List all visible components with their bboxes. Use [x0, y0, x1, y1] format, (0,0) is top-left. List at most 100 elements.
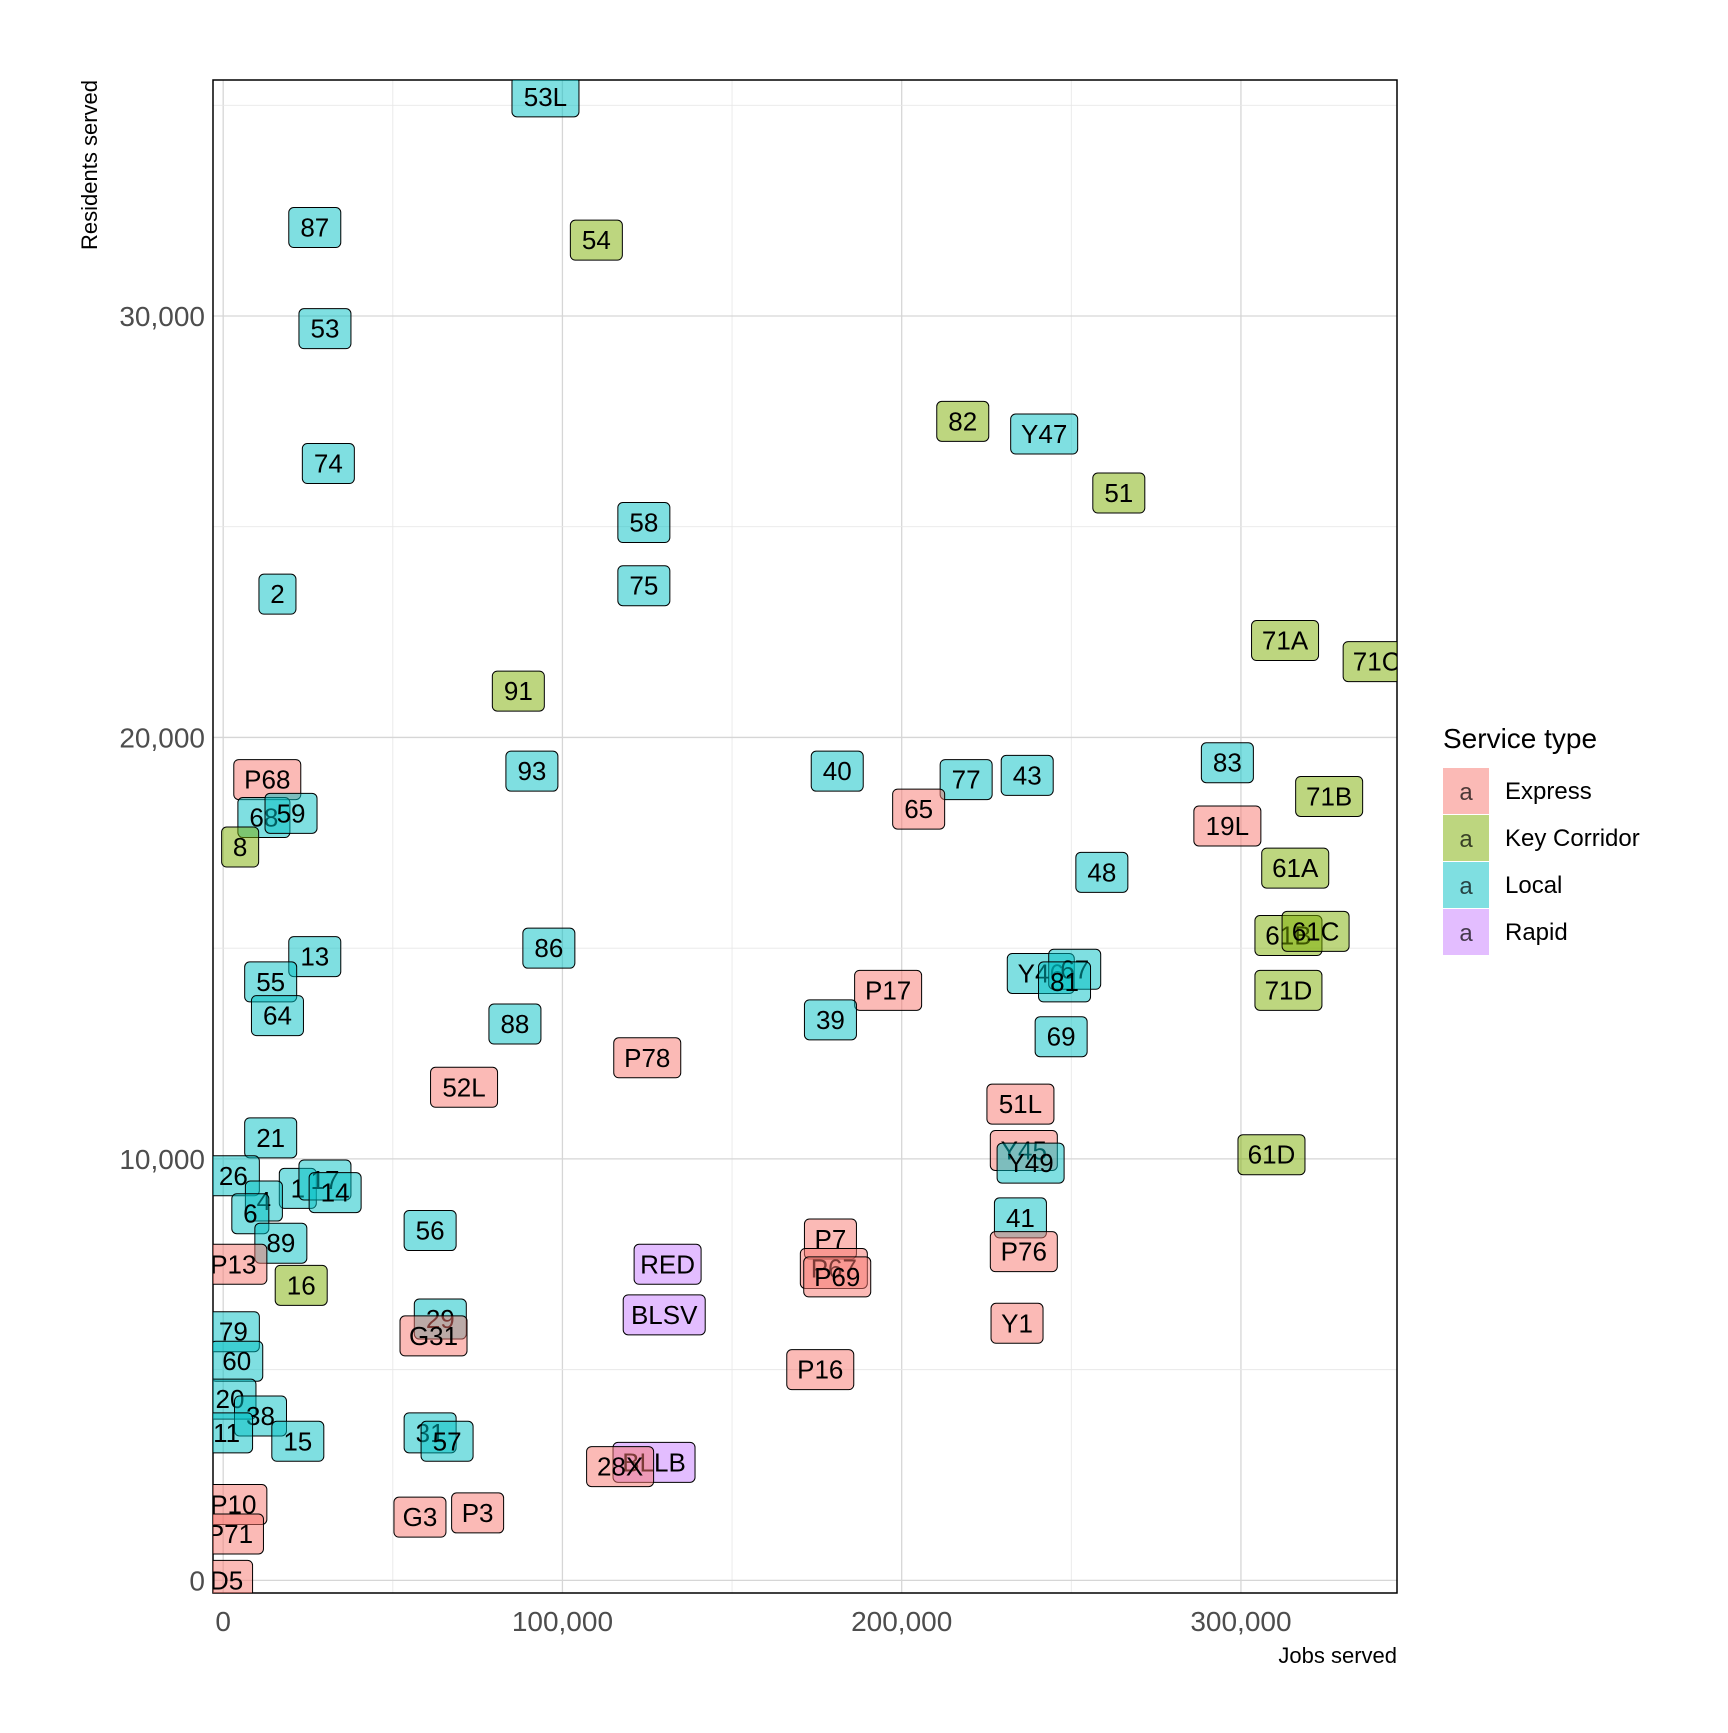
point-text: D5	[210, 1565, 243, 1595]
point-label-p13: P13	[213, 1243, 268, 1285]
point-label-93: 93	[505, 750, 559, 792]
point-label-p76: P76	[989, 1231, 1058, 1273]
legend-item-local: a Local	[1443, 862, 1562, 908]
point-box	[1000, 754, 1054, 796]
point-box	[622, 1294, 706, 1336]
point-box	[250, 995, 304, 1037]
point-label-43: 43	[1000, 754, 1054, 796]
legend-item-rapid: a Rapid	[1443, 909, 1568, 955]
point-text: G31	[409, 1321, 458, 1351]
point-text: 61D	[1248, 1140, 1296, 1170]
point-text: 13	[300, 942, 329, 972]
point-text: 51L	[999, 1089, 1042, 1119]
point-label-54: 54	[569, 219, 623, 261]
point-text: 71B	[1306, 781, 1352, 811]
point-text: Y47	[1021, 419, 1067, 449]
legend-label: Express	[1505, 778, 1592, 805]
y-tick-label: 20,000	[119, 722, 205, 753]
point-text: 59	[277, 798, 306, 828]
point-box	[1038, 961, 1092, 1003]
point-box	[491, 670, 545, 712]
point-box	[617, 502, 671, 544]
point-box	[488, 1003, 542, 1045]
point-label-55: 55	[244, 961, 298, 1003]
point-text: 28X	[597, 1452, 643, 1482]
point-label-59: 59	[264, 792, 318, 834]
point-text: P71	[207, 1519, 253, 1549]
point-text: 60	[222, 1346, 251, 1376]
x-tick-label: 0	[215, 1606, 231, 1637]
point-box	[264, 792, 318, 834]
point-box	[244, 1117, 298, 1159]
point-label-71a: 71A	[1251, 620, 1320, 662]
point-label-74: 74	[301, 443, 355, 485]
point-label-y47: Y47	[1010, 413, 1079, 455]
point-text: 91	[504, 676, 533, 706]
grid	[213, 80, 1397, 1593]
point-text: 53L	[524, 82, 567, 112]
point-text: 54	[582, 225, 611, 255]
point-label-p3: P3	[451, 1492, 505, 1534]
point-box	[810, 750, 864, 792]
point-text: 8	[233, 832, 247, 862]
point-label-61d: 61D	[1237, 1134, 1306, 1176]
point-label-y49: Y49	[996, 1142, 1065, 1184]
point-text: P78	[624, 1043, 670, 1073]
point-label-83: 83	[1200, 742, 1254, 784]
point-box	[258, 573, 297, 615]
point-label-52l: 52L	[430, 1066, 499, 1108]
x-tick-label: 100,000	[512, 1606, 613, 1637]
point-box	[1254, 969, 1323, 1011]
point-box	[301, 443, 355, 485]
point-box	[1251, 620, 1320, 662]
point-label-14: 14	[308, 1172, 362, 1214]
point-text: 39	[816, 1005, 845, 1035]
point-box	[936, 400, 990, 442]
point-text: 93	[517, 756, 546, 786]
point-text: P68	[244, 765, 290, 795]
point-text: 61C	[1292, 916, 1340, 946]
y-tick-label: 30,000	[119, 301, 205, 332]
point-box	[1010, 413, 1079, 455]
point-box	[430, 1066, 499, 1108]
legend-key	[1443, 909, 1489, 955]
legend-label: Rapid	[1505, 919, 1568, 946]
point-label-60: 60	[213, 1340, 264, 1382]
point-text: 61A	[1272, 853, 1319, 883]
point-box	[298, 308, 352, 350]
point-label-81: 81	[1038, 961, 1092, 1003]
point-text: 71A	[1262, 626, 1309, 656]
point-box	[803, 999, 857, 1041]
point-box	[586, 1446, 655, 1488]
point-label-75: 75	[617, 565, 671, 607]
point-box	[213, 1412, 254, 1454]
point-box	[1075, 851, 1129, 893]
legend-key	[1443, 862, 1489, 908]
point-text: 16	[287, 1270, 316, 1300]
legend-key	[1443, 768, 1489, 814]
point-text: 64	[263, 1001, 292, 1031]
point-box	[990, 1302, 1044, 1344]
point-label-89: 89	[254, 1222, 308, 1264]
point-label-p68: P68	[233, 759, 302, 801]
point-text: 53	[310, 314, 339, 344]
point-box	[1237, 1134, 1306, 1176]
legend-key-glyph: a	[1459, 873, 1473, 900]
point-box	[505, 750, 559, 792]
point-label-p78: P78	[613, 1037, 682, 1079]
x-tick-label: 300,000	[1190, 1606, 1291, 1637]
point-label-71d: 71D	[1254, 969, 1323, 1011]
point-box	[511, 80, 580, 118]
point-box	[288, 936, 342, 978]
point-box	[420, 1420, 474, 1462]
point-text: 83	[1213, 748, 1242, 778]
point-text: 14	[321, 1178, 350, 1208]
point-label-19l: 19L	[1193, 805, 1262, 847]
y-tick-label: 0	[189, 1565, 205, 1596]
point-text: P16	[797, 1355, 843, 1385]
point-box	[213, 1513, 264, 1555]
point-text: 21	[256, 1123, 285, 1153]
point-box	[996, 1142, 1065, 1184]
point-text: Y49	[1007, 1148, 1053, 1178]
